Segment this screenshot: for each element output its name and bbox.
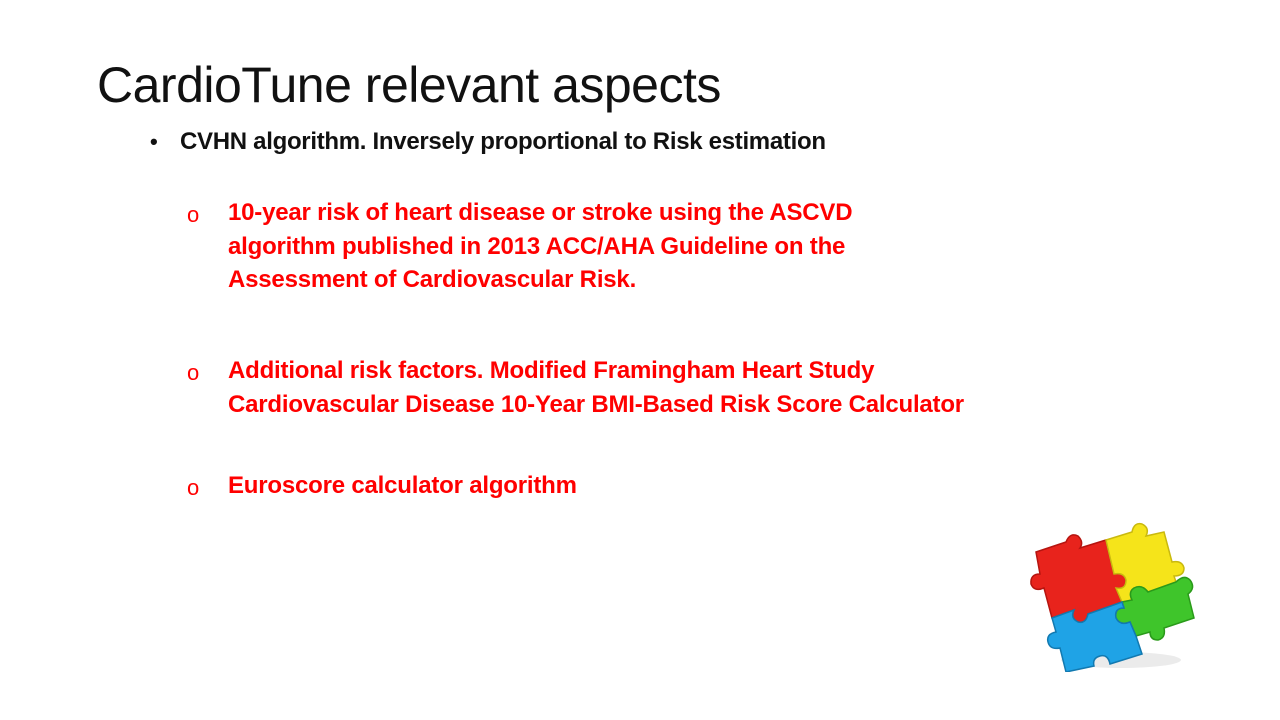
puzzle-pieces-icon [1030, 522, 1195, 672]
sub-bullet-line: Cardiovascular Disease 10-Year BMI-Based… [228, 390, 964, 418]
sub-bullet-framingham: o Additional risk factors. Modified Fram… [187, 354, 1117, 421]
sub-bullet-ascvd: o 10-year risk of heart disease or strok… [187, 196, 1117, 297]
sub-bullet-marker: o [187, 202, 200, 227]
sub-bullet-marker: o [187, 475, 200, 500]
slide-title: CardioTune relevant aspects [97, 57, 721, 113]
sub-bullet-line: Additional risk factors. Modified Framin… [228, 357, 875, 384]
sub-bullet-marker: o [187, 360, 200, 385]
sub-bullet-euroscore: o Euroscore calculator algorithm [187, 469, 1117, 503]
sub-bullet-line: Assessment of Cardiovascular Risk. [228, 266, 637, 294]
sub-bullet-line: Euroscore calculator algorithm [228, 472, 577, 499]
sub-bullet-line: 10-year risk of heart disease or stroke … [228, 199, 853, 226]
main-bullet-text: CVHN algorithm. Inversely proportional t… [180, 128, 826, 155]
sub-bullet-line: algorithm published in 2013 ACC/AHA Guid… [228, 232, 846, 260]
bullet-marker: • [150, 129, 158, 154]
main-bullet: • CVHN algorithm. Inversely proportional … [150, 126, 826, 157]
puzzle-piece-blue [1046, 601, 1143, 672]
